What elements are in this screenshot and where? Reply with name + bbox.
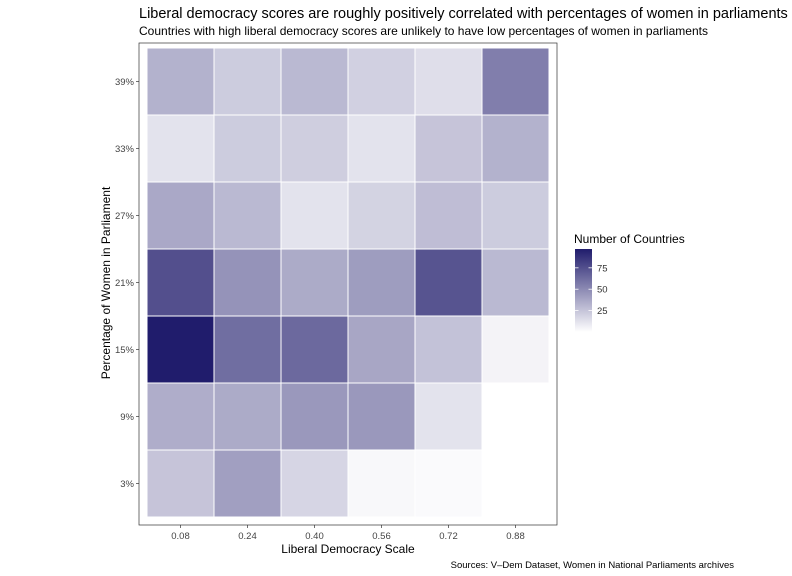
x-tick-label: 0.08 bbox=[171, 531, 190, 542]
chart-title: Liberal democracy scores are roughly pos… bbox=[139, 6, 788, 22]
heatmap-cell bbox=[414, 315, 483, 384]
heatmap-cell bbox=[213, 248, 282, 317]
heatmap-cell bbox=[146, 114, 215, 183]
y-tick-label: 3% bbox=[120, 479, 134, 490]
legend-tick-label: 75 bbox=[597, 263, 608, 274]
heatmap-cell bbox=[146, 315, 215, 384]
y-tick-label: 33% bbox=[115, 144, 135, 155]
heatmap-cell bbox=[347, 315, 416, 384]
y-tick-label: 27% bbox=[115, 211, 135, 222]
heatmap-cell bbox=[414, 382, 483, 451]
heatmap-cell bbox=[213, 114, 282, 183]
heatmap-cell bbox=[481, 181, 550, 250]
legend-title: Number of Countries bbox=[574, 232, 685, 246]
legend-tick-label: 50 bbox=[597, 285, 608, 296]
heatmap-cell bbox=[280, 248, 349, 317]
heatmap-cell bbox=[146, 181, 215, 250]
heatmap-cell bbox=[347, 248, 416, 317]
heatmap-cell bbox=[280, 382, 349, 451]
x-tick-label: 0.24 bbox=[238, 531, 257, 542]
heatmap-cell bbox=[213, 181, 282, 250]
heatmap-cell bbox=[414, 449, 483, 518]
y-tick-label: 39% bbox=[115, 77, 135, 88]
panel-border bbox=[138, 42, 558, 526]
heatmap-cell bbox=[414, 114, 483, 183]
heatmap-cell bbox=[347, 114, 416, 183]
heatmap-cell bbox=[146, 47, 215, 116]
heatmap-cell bbox=[280, 449, 349, 518]
y-tick-label: 15% bbox=[115, 345, 135, 356]
x-axis-ticks: 0.08 0.24 0.40 0.56 0.72 0.88 bbox=[171, 525, 525, 542]
heatmap-cell bbox=[280, 114, 349, 183]
heatmap-cell bbox=[414, 181, 483, 250]
heatmap-cell bbox=[213, 449, 282, 518]
heatmap-cell bbox=[347, 382, 416, 451]
heatmap-cell bbox=[414, 248, 483, 317]
chart-subtitle: Countries with high liberal democracy sc… bbox=[139, 24, 708, 38]
heatmap-cell bbox=[213, 47, 282, 116]
legend-tick-label: 25 bbox=[597, 306, 608, 317]
y-tick-label: 9% bbox=[120, 412, 134, 423]
heatmap-cell bbox=[481, 47, 550, 116]
heatmap-cell bbox=[280, 181, 349, 250]
heatmap-cell bbox=[481, 114, 550, 183]
y-axis-ticks: 39% 33% 27% 21% 15% 9% 3% bbox=[115, 77, 139, 490]
x-tick-label: 0.72 bbox=[439, 531, 458, 542]
chart-caption: Sources: V–Dem Dataset, Women in Nationa… bbox=[451, 560, 735, 571]
heatmap-cell bbox=[213, 382, 282, 451]
heatmap-cell bbox=[146, 248, 215, 317]
heatmap-cell bbox=[146, 382, 215, 451]
x-tick-label: 0.40 bbox=[305, 531, 324, 542]
heatmap-cell bbox=[146, 449, 215, 518]
x-axis-title: Liberal Democracy Scale bbox=[281, 542, 415, 556]
y-tick-label: 21% bbox=[115, 278, 135, 289]
heatmap-cell bbox=[347, 181, 416, 250]
heatmap-cell bbox=[347, 449, 416, 518]
x-tick-label: 0.56 bbox=[372, 531, 391, 542]
heatmap-cell bbox=[481, 315, 550, 384]
heatmap-cell bbox=[213, 315, 282, 384]
heatmap-cells bbox=[146, 47, 550, 518]
heatmap-cell bbox=[280, 315, 349, 384]
x-tick-label: 0.88 bbox=[506, 531, 525, 542]
heatmap-cell bbox=[414, 47, 483, 116]
y-axis-title: Percentage of Women in Parliament bbox=[99, 186, 113, 379]
legend-color-bar bbox=[575, 249, 592, 332]
legend-ticks: 75 50 25 bbox=[575, 263, 608, 317]
heatmap-cell bbox=[280, 47, 349, 116]
heatmap-cell bbox=[481, 248, 550, 317]
heatmap-cell bbox=[347, 47, 416, 116]
